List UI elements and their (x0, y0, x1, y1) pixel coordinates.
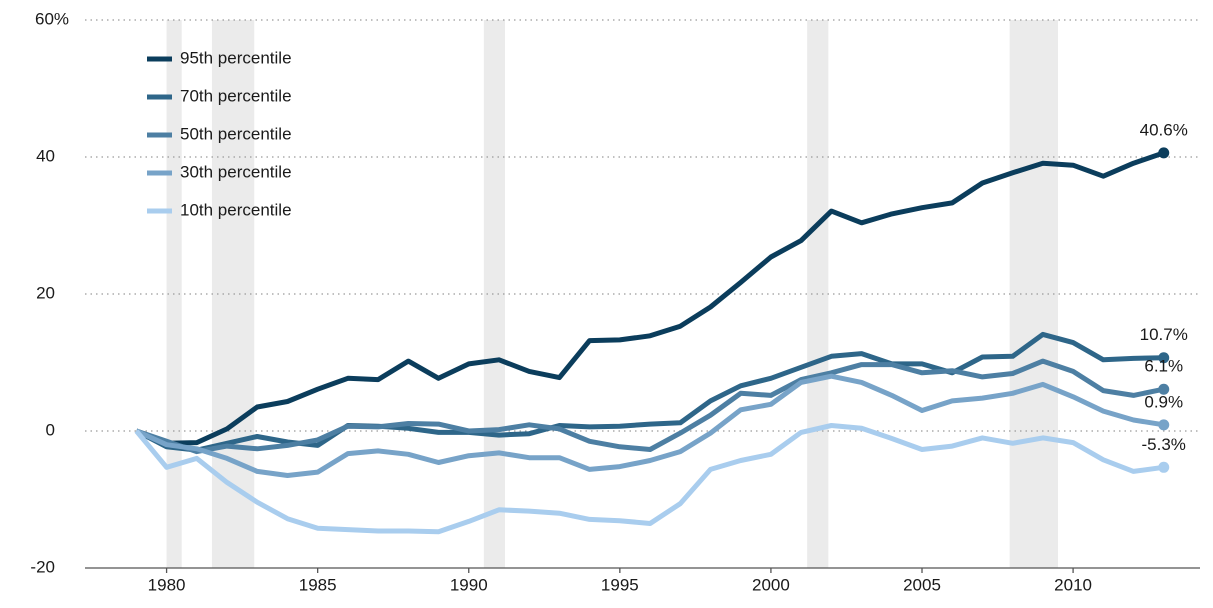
x-tick-label: 2010 (1054, 575, 1092, 594)
y-tick-label: 0 (46, 420, 55, 439)
x-tick-label: 2000 (752, 575, 790, 594)
end-point (1158, 352, 1170, 364)
y-tick-label: 20 (36, 283, 55, 302)
series-line (135, 358, 1165, 455)
legend-label: 95th percentile (180, 48, 292, 67)
x-tick-label: 2005 (903, 575, 941, 594)
legend-label: 30th percentile (180, 162, 292, 181)
series-line (134, 423, 1165, 535)
x-tick-label: 1985 (299, 575, 337, 594)
legend-label: 10th percentile (180, 200, 292, 219)
end-label: 6.1% (1144, 357, 1183, 376)
y-tick-label: 60% (35, 9, 69, 28)
x-tick-label: 1990 (450, 575, 488, 594)
y-tick-label: -20 (30, 557, 55, 576)
end-point (1158, 461, 1170, 473)
series-line (135, 150, 1165, 446)
legend-label: 50th percentile (180, 124, 292, 143)
end-label: -5.3% (1142, 435, 1186, 454)
y-tick-label: 40 (36, 146, 55, 165)
end-label: 40.6% (1140, 120, 1188, 139)
x-tick-label: 1980 (148, 575, 186, 594)
end-label: 10.7% (1140, 325, 1188, 344)
end-point (1158, 383, 1170, 395)
end-point (1158, 419, 1170, 431)
series-line (135, 373, 1165, 478)
end-label: 0.9% (1144, 392, 1183, 411)
legend-label: 70th percentile (180, 86, 292, 105)
end-point (1158, 147, 1170, 159)
x-tick-label: 1995 (601, 575, 639, 594)
recession-shade (1009, 20, 1058, 568)
